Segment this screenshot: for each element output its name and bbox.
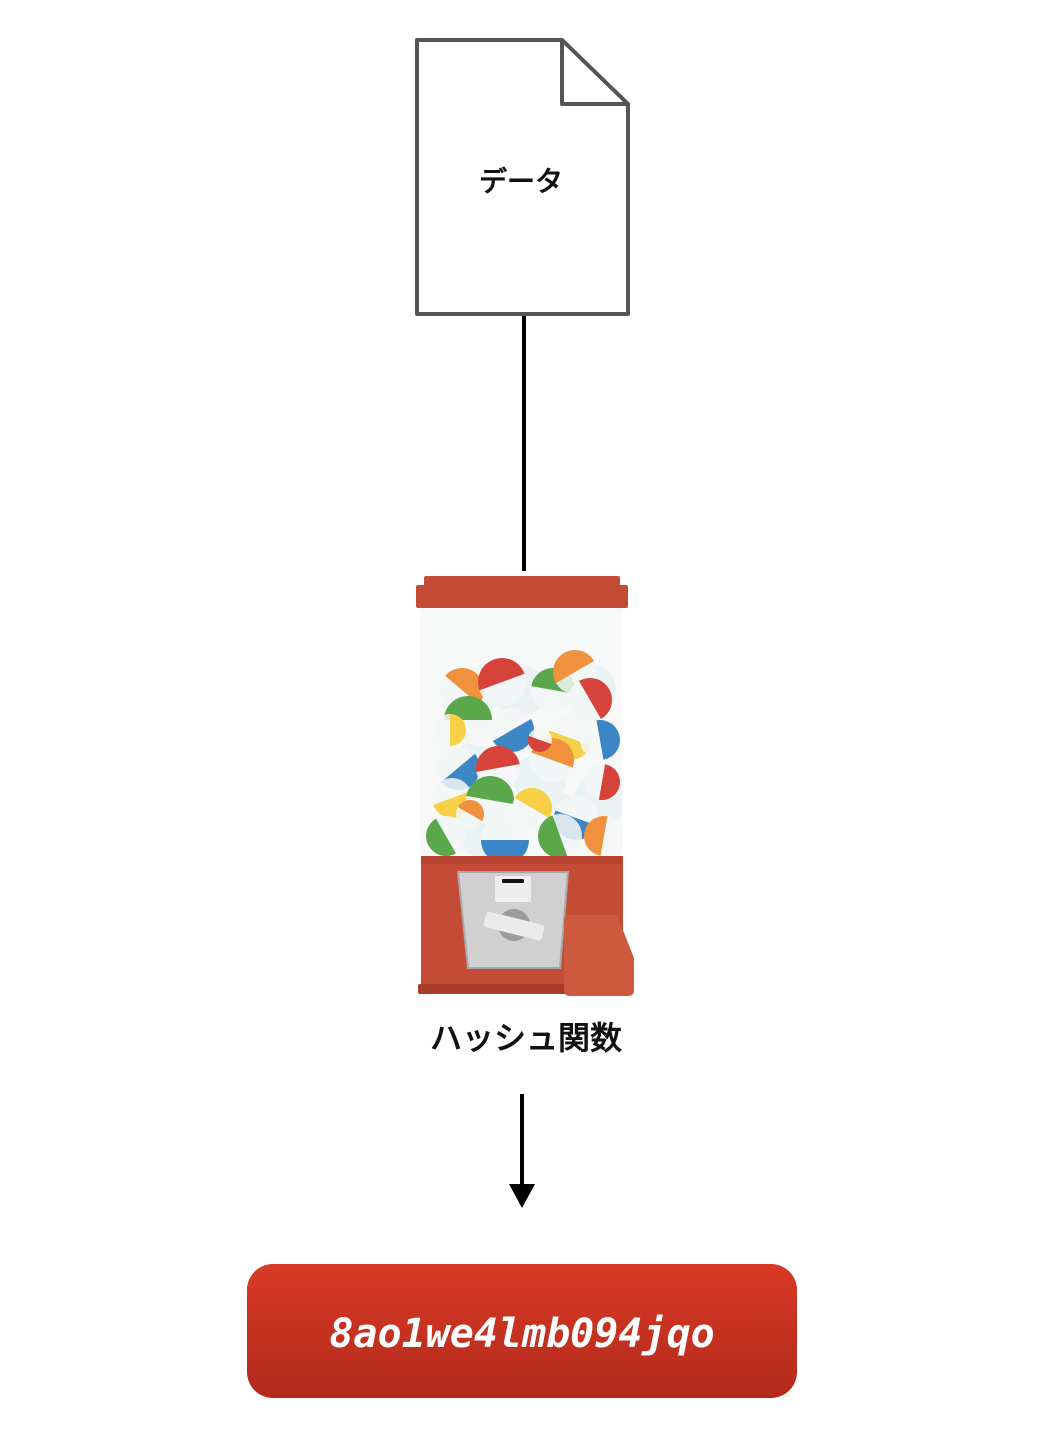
- capsule: [512, 788, 552, 828]
- capsule: [481, 816, 529, 858]
- capsule: [434, 714, 466, 746]
- document-node: データ: [415, 38, 630, 316]
- gumball-machine-icon: ハッシュ関数: [416, 576, 634, 1057]
- capsule: [478, 658, 526, 706]
- document-icon: [415, 38, 630, 316]
- capsule: [456, 800, 484, 828]
- capsule: [538, 814, 582, 858]
- capsule: [584, 764, 620, 800]
- capsule: [584, 816, 622, 856]
- capsule: [528, 728, 552, 752]
- document-label: データ: [479, 165, 563, 198]
- capsule: [490, 708, 534, 752]
- hash-output-box: [247, 1264, 797, 1398]
- hash-output: 8ao1we4lmb094jqo: [247, 1264, 797, 1398]
- capsule: [426, 816, 466, 856]
- hash-function-label: ハッシュ関数: [430, 1019, 623, 1057]
- capsule: [580, 720, 620, 760]
- capsule: [568, 678, 612, 722]
- capsules: [426, 650, 622, 858]
- hash-value: 8ao1we4lmb094jqo: [329, 1311, 714, 1357]
- output-arrow: [509, 1094, 535, 1208]
